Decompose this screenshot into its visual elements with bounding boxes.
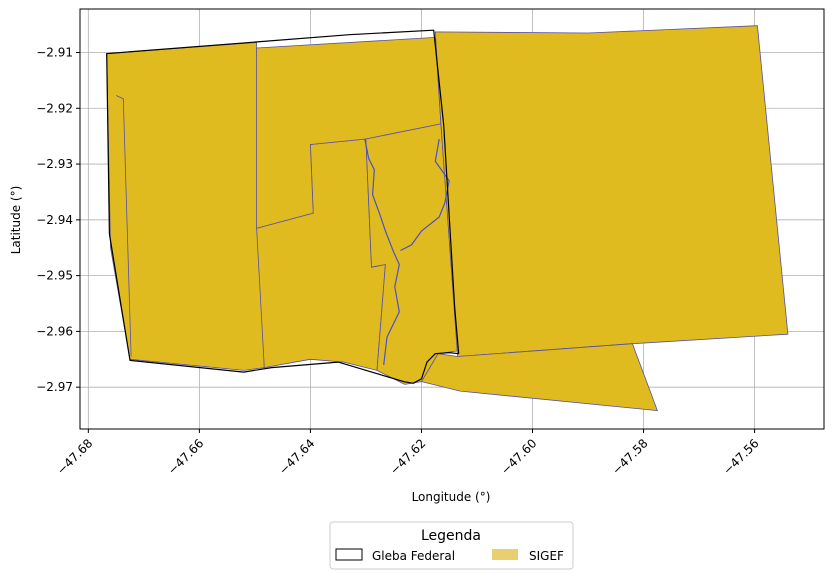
x-tick-label-2: −47.64 [276,436,317,477]
y-axis-label: Latitude (°) [9,186,23,255]
x-tick-label-6: −47.56 [720,436,761,477]
sigef-parcel-east-block [434,25,789,357]
plot-frame [79,8,825,430]
x-axis-label: Longitude (°) [412,490,491,504]
legend-gleba-label: Gleba Federal [372,549,455,563]
legend-sigef-label: SIGEF [529,549,564,563]
y-tick-label-4: −2.95 [36,269,73,283]
y-tick-label-6: −2.97 [36,380,73,394]
gleba-federal-boundary [106,29,460,384]
y-tick-label-3: −2.94 [36,213,73,227]
inner-boundary-line [115,95,132,357]
x-tick-label-0: −47.68 [54,436,95,477]
y-tick-label-2: −2.93 [36,157,73,171]
y-tick-label-0: −2.91 [36,46,73,60]
gleba-federal-outline [106,29,460,384]
legend-gleba-swatch [335,548,363,561]
river-line [364,138,400,365]
y-tick-label-5: −2.96 [36,324,73,338]
legend-sigef-swatch [492,549,518,560]
x-tick-label-3: −47.62 [387,436,428,477]
stream-line [400,138,450,252]
x-axis-ticks: −47.68 −47.66 −47.64 −47.62 −47.60 −47.58 −47.… [54,429,762,477]
y-axis-ticks: −2.91 −2.92 −2.93 −2.94 −2.95 −2.96 −2.97 [36,46,80,394]
rivers [115,95,450,365]
legend-title: Legenda [421,528,481,544]
legend: Legenda Gleba Federal SIGEF [329,521,574,570]
x-tick-label-5: −47.58 [609,436,650,477]
y-tick-label-1: −2.92 [36,101,73,115]
sigef-parcels [106,25,789,412]
x-tick-label-4: −47.60 [498,436,539,477]
x-tick-label-1: −47.66 [165,436,206,477]
